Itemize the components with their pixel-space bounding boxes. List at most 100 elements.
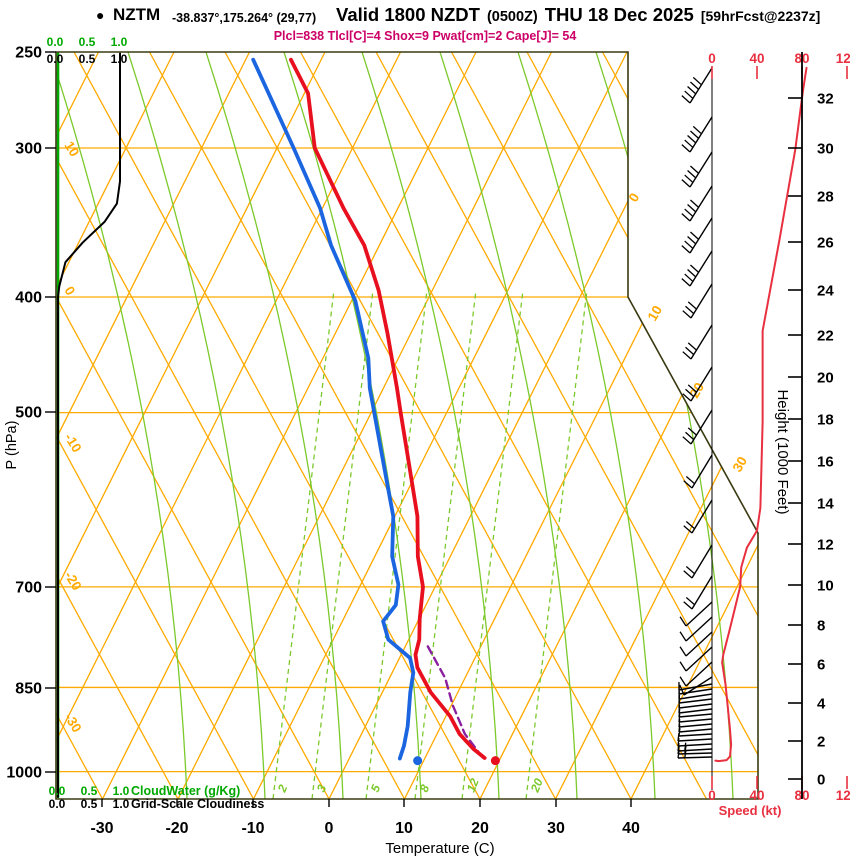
height-tick-label: 14	[817, 496, 834, 513]
dry-adiabat-line	[450, 52, 758, 799]
height-tick-label: 24	[817, 283, 834, 300]
wind-barb-staff	[678, 733, 713, 737]
wind-barb-staff	[678, 713, 713, 718]
wind-barb-staff	[678, 693, 713, 700]
wind-barb-feather	[683, 601, 693, 610]
isotherm-label-right: 10	[645, 303, 666, 324]
wind-barb-feather	[687, 236, 697, 245]
wind-barb-feather	[689, 264, 700, 273]
mixing-ratio-label: 20	[527, 776, 545, 795]
isotherm-line	[56, 52, 251, 799]
model-name: NZTM	[113, 5, 161, 24]
height-tick-label: 32	[817, 91, 834, 108]
moist-adiabat-line	[439, 52, 578, 799]
wind-barb-feather	[687, 384, 697, 393]
wind-barb-feather	[689, 81, 700, 90]
wind-barb-staff	[689, 217, 713, 254]
wind-barb-staff	[678, 688, 713, 695]
wind-barb-feather	[685, 388, 695, 398]
wind-barb-feather	[685, 520, 696, 530]
wind-barb-feather	[684, 273, 694, 282]
wind-barb	[681, 116, 713, 153]
cloudwater-scale-bottom: 0.0	[49, 784, 66, 798]
height-tick-label: 10	[817, 578, 834, 595]
moist-adiabat-line	[283, 52, 422, 799]
speed-tick-label-bottom: 120	[836, 788, 850, 803]
moist-adiabat-line	[56, 52, 188, 799]
wind-barb-feather	[685, 596, 696, 606]
wind-barb-feather	[679, 631, 687, 642]
plot-border	[55, 51, 759, 800]
wind-barb-feather	[679, 646, 687, 657]
wind-barb-staff	[685, 616, 713, 642]
height-tick-label: 28	[817, 189, 834, 206]
stability-indices: Plcl=838 Tlcl[C]=4 Shox=9 Pwat[cm]=2 Cap…	[273, 29, 577, 43]
wind-barb	[681, 250, 713, 287]
wind-barb-staff	[678, 723, 713, 728]
wind-barb	[682, 366, 713, 402]
wind-barb-feather	[681, 213, 691, 222]
wind-barb-feather	[684, 174, 694, 183]
cloudiness-scale-top: 1.0	[111, 52, 128, 66]
height-tick-label: 20	[817, 370, 834, 387]
surface-temperature-dot	[490, 756, 500, 766]
dry-adiabat-line	[56, 52, 406, 799]
wind-barb-staff	[689, 67, 713, 104]
pressure-axis-title: P (hPa)	[4, 421, 20, 470]
wind-barb-feather	[689, 130, 700, 139]
valid-time-utc: (0500Z)	[486, 9, 538, 25]
wind-barb-staff	[678, 718, 713, 723]
cloudwater-scale-bottom: 1.0	[113, 784, 130, 798]
wind-barb-feather	[692, 76, 702, 86]
mixing-ratio-label: 3	[314, 782, 330, 794]
mixing-ratio-label: 12	[464, 776, 482, 794]
cloudiness-axis-title: Grid-Scale Cloudiness	[131, 797, 264, 811]
isotherm-line	[479, 52, 758, 799]
moist-adiabat-line	[127, 52, 266, 799]
isotherm-line	[630, 52, 758, 799]
wind-barb-feather	[685, 475, 696, 485]
dry-adiabat-line	[224, 52, 632, 799]
wind-barb-staff	[677, 743, 713, 747]
wind-barb-feather	[685, 305, 695, 315]
wind-barb-feather	[683, 570, 693, 579]
wind-barb-feather	[687, 204, 697, 213]
wind-barb	[683, 454, 713, 489]
temperature-curve	[289, 57, 487, 760]
cloudiness-scale-bottom: 0.5	[81, 797, 98, 811]
height-tick-label: 30	[817, 141, 834, 158]
wind-barb-staff	[689, 250, 713, 287]
cloudiness-scale-bottom: 1.0	[113, 797, 130, 811]
mixing-ratio-line	[461, 289, 524, 799]
mixing-ratio-line	[311, 289, 374, 799]
pressure-tick-label: 250	[15, 45, 42, 62]
mixing-ratio-label: 5	[368, 782, 384, 794]
pressure-tick-label: 500	[15, 405, 42, 422]
wind-barb-feather	[692, 125, 702, 135]
wind-barb-feather	[687, 86, 697, 95]
adiabat-label-left: 10	[61, 139, 82, 160]
temperature-tick-label: -30	[90, 820, 113, 837]
wind-barb-feather	[685, 565, 696, 575]
wind-barb-staff	[677, 752, 713, 755]
wind-barb-staff	[685, 661, 713, 687]
height-tick-label: 4	[817, 696, 826, 713]
wind-barb-staff	[689, 151, 713, 188]
station-coordinates: -38.837°,175.264° (29,77)	[172, 11, 317, 25]
wind-barb	[681, 185, 713, 222]
wind-barb-staff	[678, 728, 713, 733]
height-tick-label: 6	[817, 657, 825, 674]
wind-barb-staff	[691, 544, 713, 579]
wind-barb-feather	[681, 245, 691, 254]
isotherm-line	[101, 52, 477, 799]
wind-barb-staff	[677, 738, 713, 742]
wind-barb-feather	[682, 436, 692, 445]
wind-barb	[681, 67, 713, 104]
temperature-tick-label: 40	[622, 820, 640, 837]
adiabat-label-left: 0	[61, 284, 78, 298]
cloudwater-scale-bottom: 0.5	[81, 784, 98, 798]
isotherm-line	[56, 52, 402, 799]
wind-barb-staff	[689, 116, 713, 153]
